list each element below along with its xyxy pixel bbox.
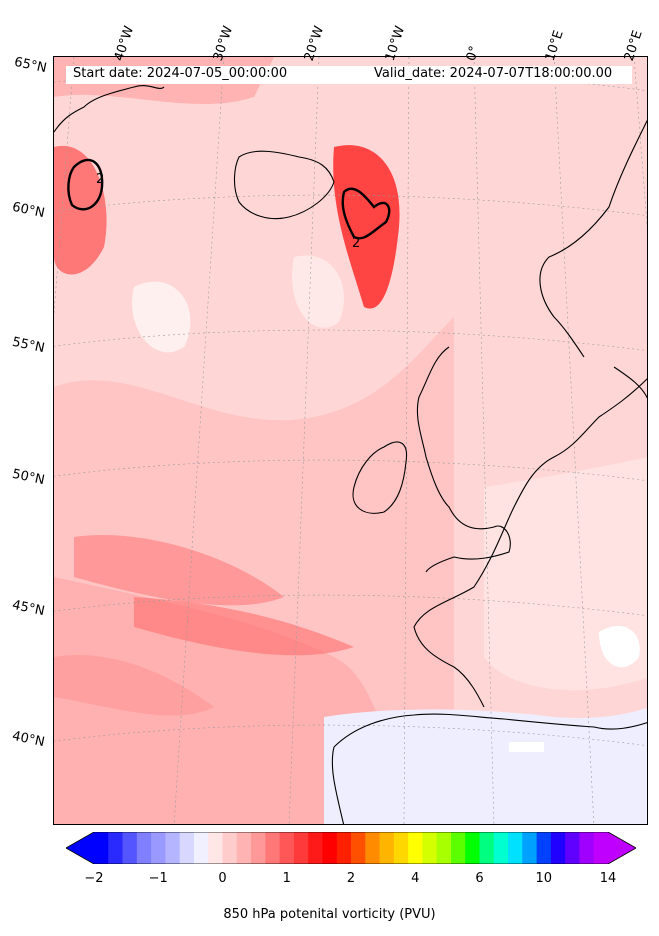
colorbar-label: 850 hPa potenital vorticity (PVU) [223,907,436,922]
latitude-label: 55°N [10,334,46,357]
colorbar-tick-label: 6 [475,871,484,886]
colorbar-cell [236,832,252,864]
pv-low-region [292,255,344,328]
colorbar-left-arrow [66,832,94,864]
colorbar-tick-label: −2 [84,871,104,886]
colorbar-cell [351,832,366,864]
colorbar-cell [522,832,538,864]
colorbar-cell [493,832,509,864]
colorbar-right-arrow [608,832,636,864]
latitude-label: 45°N [10,597,46,620]
colorbar-cell [151,832,166,864]
colorbar-cell [308,832,323,864]
colorbar-cell [565,832,580,864]
contour-label: 2 [96,172,104,187]
graticule [54,57,647,824]
colorbar-cell [293,832,309,864]
colorbar-cell [379,832,395,864]
pv-shade-region [54,577,414,824]
colorbar-cell [465,832,480,864]
colorbar-cell [179,832,195,864]
colorbar-cell [222,832,238,864]
colorbar-cell [365,832,381,864]
colorbar-tick-label: 4 [411,871,420,886]
colorbar-tick-label: 14 [599,871,617,886]
pv-streak [54,655,214,716]
colorbar-cell [536,832,552,864]
colorbar [66,832,636,864]
contour-label: 2 [352,236,360,251]
colorbar-cell [208,832,223,864]
colorbar-cell [136,832,152,864]
pv-low-region [132,281,191,353]
colorbar-tick-label: 2 [346,871,356,886]
latitude-label: 50°N [10,466,46,489]
colorbar-cell [450,832,466,864]
colorbar-tick-label: 0 [218,871,227,886]
colorbar-cell [193,832,209,864]
latitude-label: 65°N [12,54,48,77]
colorbar-cell [422,832,438,864]
pv-streak [134,597,354,656]
colorbar-cell [593,832,609,864]
colorbar-tick-label: 10 [535,871,553,886]
colorbar-cell [94,832,109,864]
colorbar-cell [165,832,181,864]
pv-low-region [599,626,640,668]
pv-high-region [333,145,400,309]
colorbar-cell [579,832,595,864]
colorbar-cell [108,832,124,864]
latitude-label: 60°N [10,199,46,222]
start-date-label: Start date: 2024-07-05_00:00:00 [73,66,288,81]
latitude-label: 40°N [10,728,46,751]
colorbar-cell [122,832,138,864]
colorbar-cell [550,832,566,864]
colorbar-cell [508,832,523,864]
colorbar-tick-label: 1 [282,871,291,886]
pv-field-map: 2 2 [54,57,647,824]
colorbar-cells [94,832,609,864]
colorbar-cell [408,832,423,864]
colorbar-cell [479,832,495,864]
header-strip [66,66,632,84]
pv-streak [74,535,284,606]
colorbar-cell [436,832,452,864]
colorbar-cell [322,832,338,864]
coastlines [54,85,647,824]
pv-contour-2 [67,158,391,240]
valid-date-label: Valid_date: 2024-07-07T18:00:00.00 [374,66,613,81]
pv-low-region [509,742,544,752]
colorbar-cell [336,832,352,864]
colorbar-cell [279,832,295,864]
colorbar-cell [393,832,409,864]
colorbar-cell [251,832,266,864]
colorbar-cell [265,832,281,864]
pv-low-region [324,707,647,824]
map-panel[interactable]: 2 2 [53,56,648,825]
colorbar-tick-label: −1 [148,871,168,886]
